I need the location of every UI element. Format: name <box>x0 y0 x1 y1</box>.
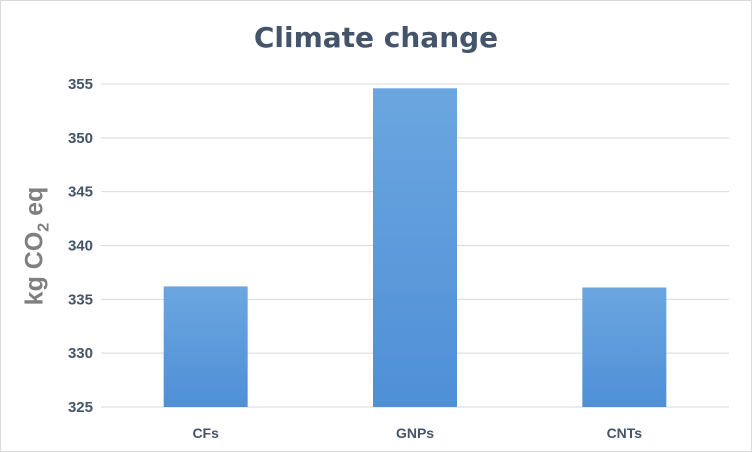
y-tick-label: 355 <box>68 76 93 93</box>
bar-gnps <box>373 88 457 407</box>
y-tick-label: 345 <box>68 184 93 201</box>
bar-cfs <box>163 286 248 407</box>
chart-title: Climate change <box>253 21 499 54</box>
x-category-label: CNTs <box>607 425 643 441</box>
x-category-label: GNPs <box>396 425 434 441</box>
bar-cnts <box>582 287 667 407</box>
x-category-label: CFs <box>192 425 219 441</box>
y-tick-label: 350 <box>68 130 93 147</box>
y-tick-label: 340 <box>68 238 93 255</box>
y-tick-label: 325 <box>68 399 93 416</box>
y-tick-label: 330 <box>68 345 93 362</box>
y-tick-label: 335 <box>68 291 93 308</box>
